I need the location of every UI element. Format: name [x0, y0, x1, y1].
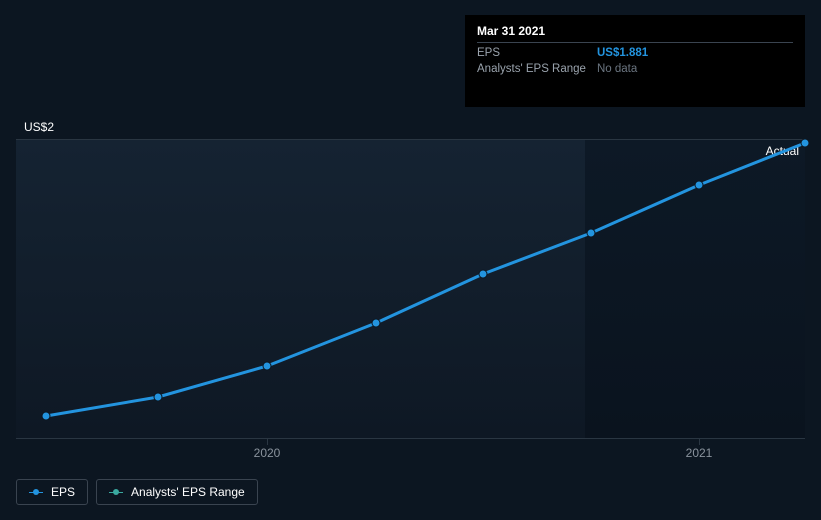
x-tick-label: 2020 — [254, 446, 281, 460]
data-point[interactable] — [372, 319, 380, 327]
data-point[interactable] — [587, 229, 595, 237]
data-point[interactable] — [801, 139, 809, 147]
data-point[interactable] — [479, 270, 487, 278]
x-tick-label: 2021 — [686, 446, 713, 460]
eps-markers — [42, 139, 809, 420]
tooltip-row-eps: EPS US$1.881 — [477, 45, 793, 61]
data-point[interactable] — [42, 412, 50, 420]
eps-line — [46, 143, 805, 416]
x-tick — [699, 439, 700, 445]
tooltip-value-eps: US$1.881 — [597, 47, 648, 59]
legend-item-analysts-range[interactable]: Analysts' EPS Range — [96, 479, 258, 505]
legend: EPS Analysts' EPS Range — [16, 479, 258, 505]
legend-marker-icon — [29, 489, 43, 495]
legend-marker-icon — [109, 489, 123, 495]
data-point[interactable] — [154, 393, 162, 401]
tooltip-label: EPS — [477, 47, 597, 59]
tooltip-row-range: Analysts' EPS Range No data — [477, 61, 793, 77]
x-tick — [267, 439, 268, 445]
tooltip-value-range: No data — [597, 63, 637, 75]
data-point[interactable] — [263, 362, 271, 370]
line-chart-svg — [16, 139, 805, 439]
chart-container: Mar 31 2021 EPS US$1.881 Analysts' EPS R… — [0, 0, 821, 520]
legend-item-eps[interactable]: EPS — [16, 479, 88, 505]
data-point[interactable] — [695, 181, 703, 189]
y-axis-top-label: US$2 — [24, 120, 54, 134]
tooltip-label: Analysts' EPS Range — [477, 63, 597, 75]
tooltip-date: Mar 31 2021 — [477, 24, 793, 43]
legend-label: EPS — [51, 485, 75, 499]
legend-label: Analysts' EPS Range — [131, 485, 245, 499]
chart-tooltip: Mar 31 2021 EPS US$1.881 Analysts' EPS R… — [465, 15, 805, 107]
